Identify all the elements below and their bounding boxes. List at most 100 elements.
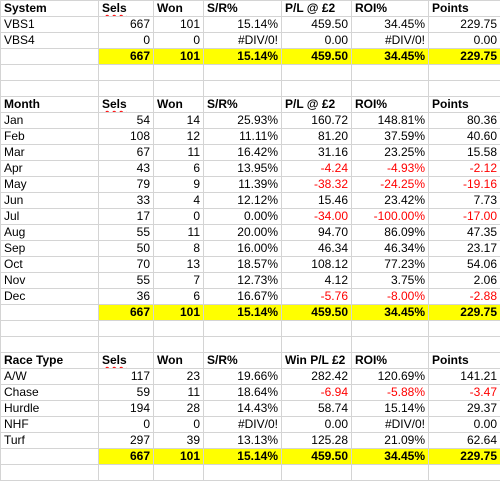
empty-cell[interactable]	[1, 321, 99, 337]
empty-cell[interactable]	[282, 81, 352, 97]
cell-won[interactable]: 9	[154, 177, 204, 193]
header-cell-sr[interactable]: S/R%	[204, 97, 282, 113]
cell-pl[interactable]: 459.50	[282, 17, 352, 33]
cell-won[interactable]: 12	[154, 129, 204, 145]
header-cell-label[interactable]: Race Type	[1, 353, 99, 369]
cell-points[interactable]: -2.88	[429, 289, 500, 305]
cell-label[interactable]: Sep	[1, 241, 99, 257]
cell-label[interactable]: Turf	[1, 433, 99, 449]
total-cell-sels[interactable]: 667	[99, 449, 154, 465]
cell-sels[interactable]: 667	[99, 17, 154, 33]
header-cell-pl[interactable]: Win P/L £2	[282, 353, 352, 369]
cell-sels[interactable]: 70	[99, 257, 154, 273]
empty-cell[interactable]	[1, 305, 99, 321]
empty-cell[interactable]	[352, 65, 429, 81]
cell-points[interactable]: 0.00	[429, 417, 500, 433]
header-cell-points[interactable]: Points	[429, 97, 500, 113]
cell-sels[interactable]: 55	[99, 225, 154, 241]
cell-roi[interactable]: 23.25%	[352, 145, 429, 161]
cell-sr[interactable]: 16.00%	[204, 241, 282, 257]
cell-sr[interactable]: #DIV/0!	[204, 417, 282, 433]
cell-sels[interactable]: 79	[99, 177, 154, 193]
empty-cell[interactable]	[99, 321, 154, 337]
cell-sr[interactable]: 18.57%	[204, 257, 282, 273]
cell-won[interactable]: 0	[154, 33, 204, 49]
cell-sr[interactable]: 13.13%	[204, 433, 282, 449]
cell-won[interactable]: 7	[154, 273, 204, 289]
cell-sr[interactable]: 12.73%	[204, 273, 282, 289]
cell-label[interactable]: VBS4	[1, 33, 99, 49]
cell-pl[interactable]: 58.74	[282, 401, 352, 417]
cell-label[interactable]: Mar	[1, 145, 99, 161]
cell-label[interactable]: A/W	[1, 369, 99, 385]
empty-cell[interactable]	[352, 81, 429, 97]
cell-points[interactable]: 7.73	[429, 193, 500, 209]
cell-points[interactable]: 62.64	[429, 433, 500, 449]
empty-cell[interactable]	[429, 65, 500, 81]
empty-cell[interactable]	[99, 81, 154, 97]
cell-roi[interactable]: 15.14%	[352, 401, 429, 417]
cell-sels[interactable]: 55	[99, 273, 154, 289]
cell-points[interactable]: 229.75	[429, 17, 500, 33]
cell-sr[interactable]: 18.64%	[204, 385, 282, 401]
empty-cell[interactable]	[154, 321, 204, 337]
cell-roi[interactable]: 77.23%	[352, 257, 429, 273]
cell-label[interactable]: Apr	[1, 161, 99, 177]
total-cell-points[interactable]: 229.75	[429, 49, 500, 65]
header-cell-label[interactable]: Month	[1, 97, 99, 113]
cell-sels[interactable]: 33	[99, 193, 154, 209]
header-cell-roi[interactable]: ROI%	[352, 1, 429, 17]
cell-won[interactable]: 0	[154, 417, 204, 433]
cell-won[interactable]: 14	[154, 113, 204, 129]
cell-sr[interactable]: 0.00%	[204, 209, 282, 225]
empty-cell[interactable]	[99, 337, 154, 353]
total-cell-sels[interactable]: 667	[99, 305, 154, 321]
cell-points[interactable]: -19.16	[429, 177, 500, 193]
cell-pl[interactable]: 31.16	[282, 145, 352, 161]
cell-won[interactable]: 11	[154, 145, 204, 161]
cell-pl[interactable]: -4.24	[282, 161, 352, 177]
empty-cell[interactable]	[429, 81, 500, 97]
cell-sr[interactable]: 12.12%	[204, 193, 282, 209]
cell-sels[interactable]: 67	[99, 145, 154, 161]
total-cell-won[interactable]: 101	[154, 305, 204, 321]
cell-won[interactable]: 11	[154, 225, 204, 241]
cell-won[interactable]: 8	[154, 241, 204, 257]
cell-label[interactable]: Nov	[1, 273, 99, 289]
cell-pl[interactable]: -6.94	[282, 385, 352, 401]
empty-cell[interactable]	[154, 81, 204, 97]
header-cell-sr[interactable]: S/R%	[204, 1, 282, 17]
cell-sr[interactable]: 14.43%	[204, 401, 282, 417]
cell-sr[interactable]: 25.93%	[204, 113, 282, 129]
cell-sels[interactable]: 297	[99, 433, 154, 449]
empty-cell[interactable]	[154, 465, 204, 481]
empty-cell[interactable]	[1, 65, 99, 81]
empty-cell[interactable]	[99, 65, 154, 81]
cell-sels[interactable]: 194	[99, 401, 154, 417]
cell-roi[interactable]: 34.45%	[352, 17, 429, 33]
cell-points[interactable]: 54.06	[429, 257, 500, 273]
cell-pl[interactable]: -34.00	[282, 209, 352, 225]
header-cell-roi[interactable]: ROI%	[352, 353, 429, 369]
cell-pl[interactable]: 108.12	[282, 257, 352, 273]
cell-pl[interactable]: -5.76	[282, 289, 352, 305]
cell-pl[interactable]: 46.34	[282, 241, 352, 257]
empty-cell[interactable]	[204, 337, 282, 353]
cell-won[interactable]: 11	[154, 385, 204, 401]
cell-pl[interactable]: 0.00	[282, 33, 352, 49]
cell-sels[interactable]: 59	[99, 385, 154, 401]
empty-cell[interactable]	[429, 465, 500, 481]
cell-sels[interactable]: 17	[99, 209, 154, 225]
empty-cell[interactable]	[282, 465, 352, 481]
empty-cell[interactable]	[1, 449, 99, 465]
empty-cell[interactable]	[282, 321, 352, 337]
cell-pl[interactable]: 15.46	[282, 193, 352, 209]
empty-cell[interactable]	[1, 465, 99, 481]
empty-cell[interactable]	[204, 81, 282, 97]
total-cell-pl[interactable]: 459.50	[282, 49, 352, 65]
cell-points[interactable]: 47.35	[429, 225, 500, 241]
cell-points[interactable]: 40.60	[429, 129, 500, 145]
header-cell-won[interactable]: Won	[154, 353, 204, 369]
cell-roi[interactable]: #DIV/0!	[352, 33, 429, 49]
cell-won[interactable]: 28	[154, 401, 204, 417]
